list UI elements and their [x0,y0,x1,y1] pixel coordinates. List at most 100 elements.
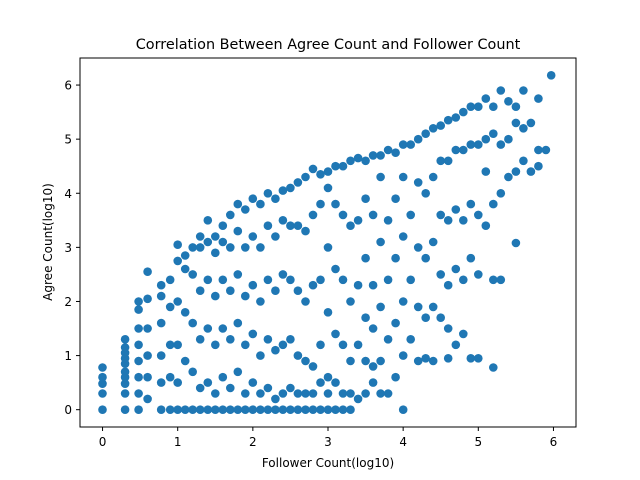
data-point [504,97,513,106]
data-point [203,275,213,285]
data-point [271,394,280,404]
data-point [263,405,273,415]
data-point [156,378,166,387]
data-point [331,264,340,274]
data-point [211,291,220,301]
data-point [466,102,476,111]
data-point [331,378,340,387]
data-point [165,372,175,382]
data-point [180,251,190,260]
data-point [218,405,228,415]
data-point [323,372,333,382]
data-point [421,189,431,198]
data-point [361,389,370,398]
data-point [474,140,483,149]
data-point [165,302,175,312]
data-point [98,363,107,372]
data-point [156,405,166,415]
data-point [203,237,213,247]
data-point [271,286,280,296]
x-tick-label: 0 [99,435,107,449]
data-point [165,275,175,285]
data-point [301,356,310,366]
data-point [156,351,166,360]
data-point [451,145,461,155]
data-point [278,340,288,350]
data-point [143,324,152,333]
data-point [481,221,491,230]
data-point [353,340,363,350]
data-point [361,253,370,263]
data-point [353,394,363,404]
data-point [226,383,235,393]
data-point [481,94,491,103]
data-point [173,378,182,387]
data-point [271,345,280,355]
data-point [376,151,385,160]
data-point [451,113,461,122]
data-point [188,318,197,328]
data-point [323,167,333,176]
data-point [286,383,295,393]
data-point [443,324,453,333]
x-tick-label: 6 [550,435,558,449]
data-point [248,232,258,241]
data-point [211,405,220,415]
data-point [504,172,513,182]
data-point [173,256,182,266]
data-point [293,351,303,360]
data-points [98,71,556,415]
data-point [203,324,213,333]
data-point [496,275,506,285]
data-point [180,308,190,317]
data-point [443,156,453,166]
data-point [383,275,393,285]
data-point [474,210,483,220]
data-point [316,378,325,387]
data-point [398,351,408,360]
data-point [489,199,498,209]
data-point [436,313,446,323]
data-point [278,389,288,398]
data-point [383,145,393,155]
data-point [391,194,400,203]
data-point [263,189,273,198]
data-point [188,367,197,377]
data-point [120,405,130,415]
data-point [226,210,235,220]
data-point [383,216,393,225]
data-point [256,243,265,252]
data-point [421,313,431,323]
data-point [156,280,166,290]
data-point [511,167,521,176]
data-point [323,243,333,252]
data-point [338,340,348,350]
data-point [436,156,446,166]
data-point [541,145,551,155]
data-point [286,221,295,230]
x-tick-label: 2 [249,435,257,449]
data-point [489,129,498,138]
data-point [203,216,213,225]
data-point [180,405,190,415]
data-point [301,172,310,182]
data-point [481,167,491,176]
data-point [361,356,370,366]
data-point [391,318,400,328]
data-point [165,405,175,415]
data-point [466,199,476,209]
data-point [226,335,235,344]
data-point [519,86,528,95]
data-point [308,362,318,371]
y-axis-label: Agree Count(log10) [41,183,55,301]
data-point [398,405,408,415]
data-point [511,238,521,248]
data-point [466,253,476,263]
data-point [391,253,400,263]
data-point [173,340,182,350]
data-point [278,186,288,195]
data-point [134,297,143,306]
data-point [346,405,355,415]
data-point [134,405,143,415]
